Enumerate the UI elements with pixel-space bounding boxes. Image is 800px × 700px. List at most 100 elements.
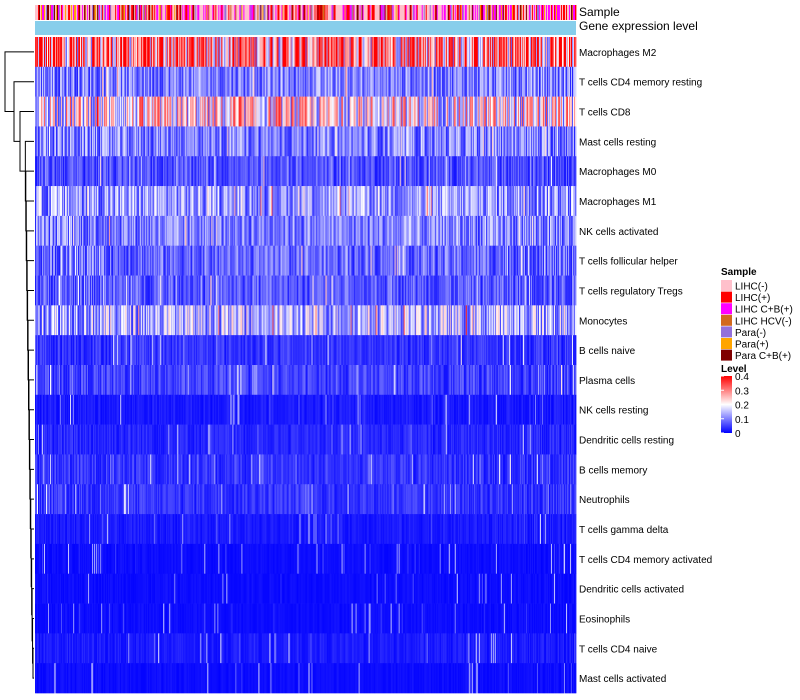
heatmap-cell (382, 126, 385, 157)
heatmap-cell (367, 126, 370, 157)
heatmap-cell (180, 37, 182, 68)
heatmap-cell (174, 66, 176, 97)
sample-annotation-cell (437, 5, 440, 20)
heatmap-cell (395, 37, 398, 68)
heatmap-cell (268, 126, 270, 157)
sample-annotation-cell (207, 5, 209, 20)
heatmap-cell (180, 126, 182, 157)
heatmap-cell (51, 37, 53, 68)
sample-annotation-cell (300, 5, 302, 20)
heatmap-cell (144, 126, 146, 157)
heatmap-cell (69, 186, 71, 217)
heatmap-cell (163, 186, 165, 217)
heatmap-cell (299, 186, 301, 217)
heatmap-cell (486, 96, 489, 127)
heatmap-cell (204, 126, 206, 157)
heatmap-cell (122, 37, 124, 68)
heatmap-cell (161, 66, 163, 97)
heatmap-cell (519, 126, 522, 157)
heatmap-cell (559, 126, 562, 157)
heatmap-cell (452, 96, 455, 127)
heatmap-cell (329, 96, 331, 127)
heatmap-cell (194, 96, 196, 127)
heatmap-cell (120, 186, 122, 217)
sample-annotation-cell (553, 5, 556, 20)
heatmap-cell (267, 186, 269, 217)
heatmap-cell (555, 96, 558, 127)
heatmap-cell (402, 126, 405, 157)
heatmap-cell (155, 156, 157, 187)
heatmap-cell (292, 126, 294, 157)
heatmap-cell (300, 126, 302, 157)
heatmap-cell (404, 156, 407, 187)
heatmap-cell (570, 37, 573, 68)
heatmap-cell (96, 186, 98, 217)
heatmap-cell (73, 37, 75, 68)
heatmap-cell (421, 66, 424, 97)
heatmap-cell (199, 156, 201, 187)
heatmap-cell (344, 126, 346, 157)
heatmap-cell (270, 156, 272, 187)
heatmap-cell (165, 37, 167, 68)
heatmap-cell (440, 96, 443, 127)
heatmap-cell (126, 126, 128, 157)
sample-annotation-cell (534, 5, 537, 20)
heatmap-cell (261, 96, 263, 127)
heatmap-cell (416, 37, 419, 68)
heatmap-cell (250, 37, 252, 68)
heatmap-cell (337, 126, 339, 157)
sample-annotation-cell (114, 5, 116, 20)
heatmap-cell (532, 156, 535, 187)
heatmap-cell (78, 186, 80, 217)
heatmap-cell (37, 156, 39, 187)
heatmap-cell (225, 66, 227, 97)
heatmap-cell (134, 156, 136, 187)
heatmap-cell (211, 66, 213, 97)
heatmap-cell (227, 96, 229, 127)
sample-annotation-cell (542, 5, 545, 20)
heatmap-cell (121, 66, 123, 97)
sample-annotation-cell (100, 5, 102, 20)
heatmap-row (35, 66, 577, 97)
heatmap-cell (313, 126, 315, 157)
heatmap-cell (217, 96, 219, 127)
heatmap-cell (145, 96, 147, 127)
heatmap-cell (566, 96, 569, 127)
heatmap-cell (162, 66, 164, 97)
heatmap-cell (273, 156, 275, 187)
heatmap-cell (158, 37, 160, 68)
sample-annotation-cell (97, 5, 99, 20)
heatmap-cell (294, 156, 296, 187)
heatmap-cell (199, 186, 201, 217)
heatmap-cell (553, 66, 556, 97)
heatmap-cell (259, 186, 261, 217)
heatmap-cell (313, 186, 315, 217)
heatmap-cell (388, 186, 391, 217)
heatmap-cell (172, 156, 174, 187)
sample-annotation-cell (298, 5, 300, 20)
sample-annotation-cell (212, 5, 214, 20)
heatmap-cell (491, 96, 494, 127)
heatmap-cell (348, 156, 350, 187)
heatmap-cell (574, 156, 576, 187)
sample-annotation-cell (125, 5, 127, 20)
heatmap-cell (38, 66, 40, 97)
heatmap-cell (155, 66, 157, 97)
sample-annotation-cell (310, 5, 312, 20)
sample-annotation-cell (95, 5, 97, 20)
heatmap-cell (146, 66, 148, 97)
heatmap-cell (265, 66, 267, 97)
sample-annotation-cell (395, 5, 398, 20)
heatmap-cell (85, 186, 87, 217)
heatmap-cell (575, 245, 577, 276)
heatmap-cell (424, 126, 427, 157)
sample-annotation-cell (392, 5, 395, 20)
sample-annotation-cell (293, 5, 295, 20)
heatmap-cell (289, 37, 291, 68)
heatmap-cell (286, 126, 288, 157)
heatmap-cell (552, 96, 555, 127)
heatmap-cell (417, 66, 420, 97)
heatmap-cell (300, 96, 302, 127)
heatmap-cell (275, 37, 277, 68)
heatmap-cell (258, 66, 260, 97)
